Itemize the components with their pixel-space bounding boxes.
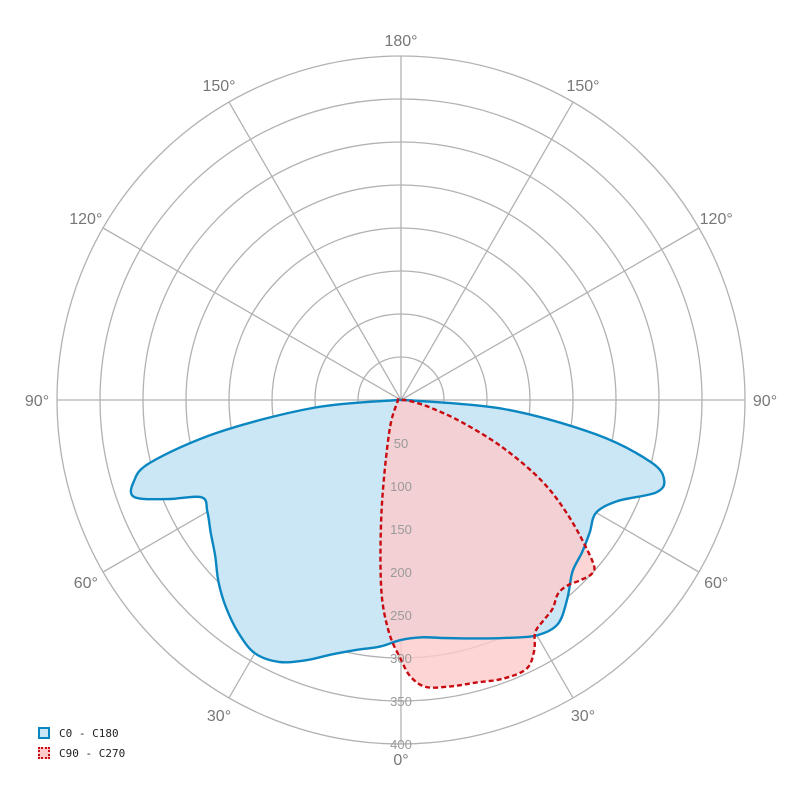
radial-tick-label: 100 <box>390 479 412 494</box>
grid-circle <box>99 98 703 702</box>
angle-label: 180° <box>384 33 417 50</box>
angle-label: 90° <box>25 393 49 410</box>
angle-label: 60° <box>704 575 728 592</box>
series-c90-c270-line <box>379 398 596 689</box>
series-layer <box>129 398 666 689</box>
angle-label: 0° <box>393 752 408 769</box>
series-c90-c270-fill <box>380 399 595 688</box>
legend-label-c0-c180: C0 - C180 <box>59 726 119 740</box>
radial-tick-label: 200 <box>390 565 412 580</box>
radial-tick-label: 150 <box>390 522 412 537</box>
legend-item-c0-c180[interactable]: C0 - C180 <box>38 723 125 743</box>
radial-tick-label: 250 <box>390 608 412 623</box>
radial-tick-label: 300 <box>390 651 412 666</box>
angle-label: 90° <box>753 393 777 410</box>
angle-label: 120° <box>69 211 102 228</box>
radial-tick-label: 350 <box>390 694 412 709</box>
radial-tick-label: 400 <box>390 737 412 752</box>
angle-label: 120° <box>700 211 733 228</box>
grid-circle <box>56 55 746 745</box>
series-c0-c180-line <box>129 398 666 664</box>
legend-swatch-c0-c180 <box>38 727 50 739</box>
legend-label-c90-c270: C90 - C270 <box>59 746 126 760</box>
angle-label: 30° <box>571 708 595 725</box>
radial-tick-label: 50 <box>394 436 408 451</box>
legend-swatch-c90-c270 <box>38 747 50 759</box>
angle-label: 150° <box>202 78 235 95</box>
angle-label: 150° <box>566 78 599 95</box>
legend: C0 - C180 C90 - C270 <box>38 723 125 763</box>
angle-label: 30° <box>207 708 231 725</box>
angle-label: 60° <box>74 575 98 592</box>
legend-item-c90-c270[interactable]: C90 - C270 <box>38 743 125 763</box>
